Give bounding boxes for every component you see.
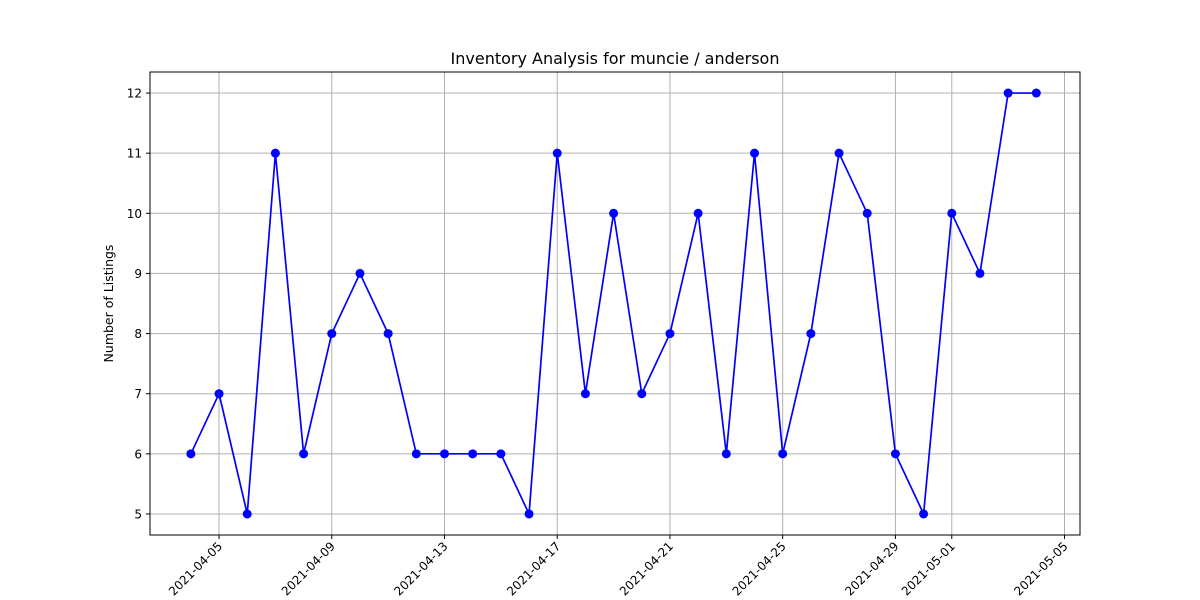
x-tick-label: 2021-04-29 [842, 539, 901, 598]
data-point [862, 208, 872, 218]
data-point [327, 329, 337, 339]
plot-area-frame [149, 71, 1081, 536]
data-point [834, 148, 844, 158]
y-tick-label: 9 [134, 267, 142, 281]
x-tick-label: 2021-04-09 [279, 539, 338, 598]
data-point [411, 449, 421, 459]
y-tick-label: 11 [127, 147, 142, 161]
data-point [947, 208, 957, 218]
data-point [242, 509, 252, 519]
data-point [806, 329, 816, 339]
y-tick-label: 10 [127, 207, 142, 221]
data-series [186, 88, 1041, 519]
y-tick-label: 12 [127, 87, 142, 101]
y-tick-label: 7 [134, 387, 142, 401]
data-point [665, 329, 675, 339]
data-point [1003, 88, 1013, 98]
x-tick-label: 2021-04-05 [166, 539, 225, 598]
data-point [750, 148, 759, 158]
data-point [693, 208, 703, 218]
data-point [468, 449, 478, 459]
data-point [637, 389, 647, 399]
data-point [524, 509, 534, 519]
data-point [214, 389, 224, 399]
y-tick-label: 5 [134, 507, 142, 521]
data-point [270, 148, 280, 158]
data-point [890, 449, 900, 459]
series-line [190, 92, 1037, 515]
y-tick-label: 6 [134, 447, 142, 461]
data-point [496, 449, 506, 459]
data-point [609, 208, 619, 218]
y-axis-label: Number of Listings [101, 245, 116, 363]
data-point [440, 449, 449, 459]
x-axis: 2021-04-05 2021-04-09 2021-04-13 2021-04-17… [166, 535, 1071, 598]
x-tick-label: 2021-04-21 [617, 539, 676, 598]
x-tick-label: 2021-04-13 [391, 539, 450, 598]
data-point [580, 389, 590, 399]
x-tick-label: 2021-04-17 [504, 539, 563, 598]
y-tick-label: 8 [134, 327, 142, 341]
data-point [355, 268, 365, 278]
x-tick-label: 2021-05-05 [1011, 539, 1070, 598]
data-point [721, 449, 731, 459]
x-tick-label: 2021-05-01 [899, 539, 958, 598]
data-point [552, 148, 562, 158]
data-point [919, 509, 929, 519]
data-point [778, 449, 788, 459]
data-point [1031, 88, 1041, 98]
x-tick-label: 2021-04-25 [730, 539, 789, 598]
data-point [186, 449, 196, 459]
y-axis: 5 6 7 8 9 10 11 12 [127, 87, 150, 521]
data-point [383, 329, 393, 339]
data-point [975, 268, 985, 278]
chart-title: Inventory Analysis for muncie / anderson [451, 49, 780, 68]
data-point [299, 449, 309, 459]
